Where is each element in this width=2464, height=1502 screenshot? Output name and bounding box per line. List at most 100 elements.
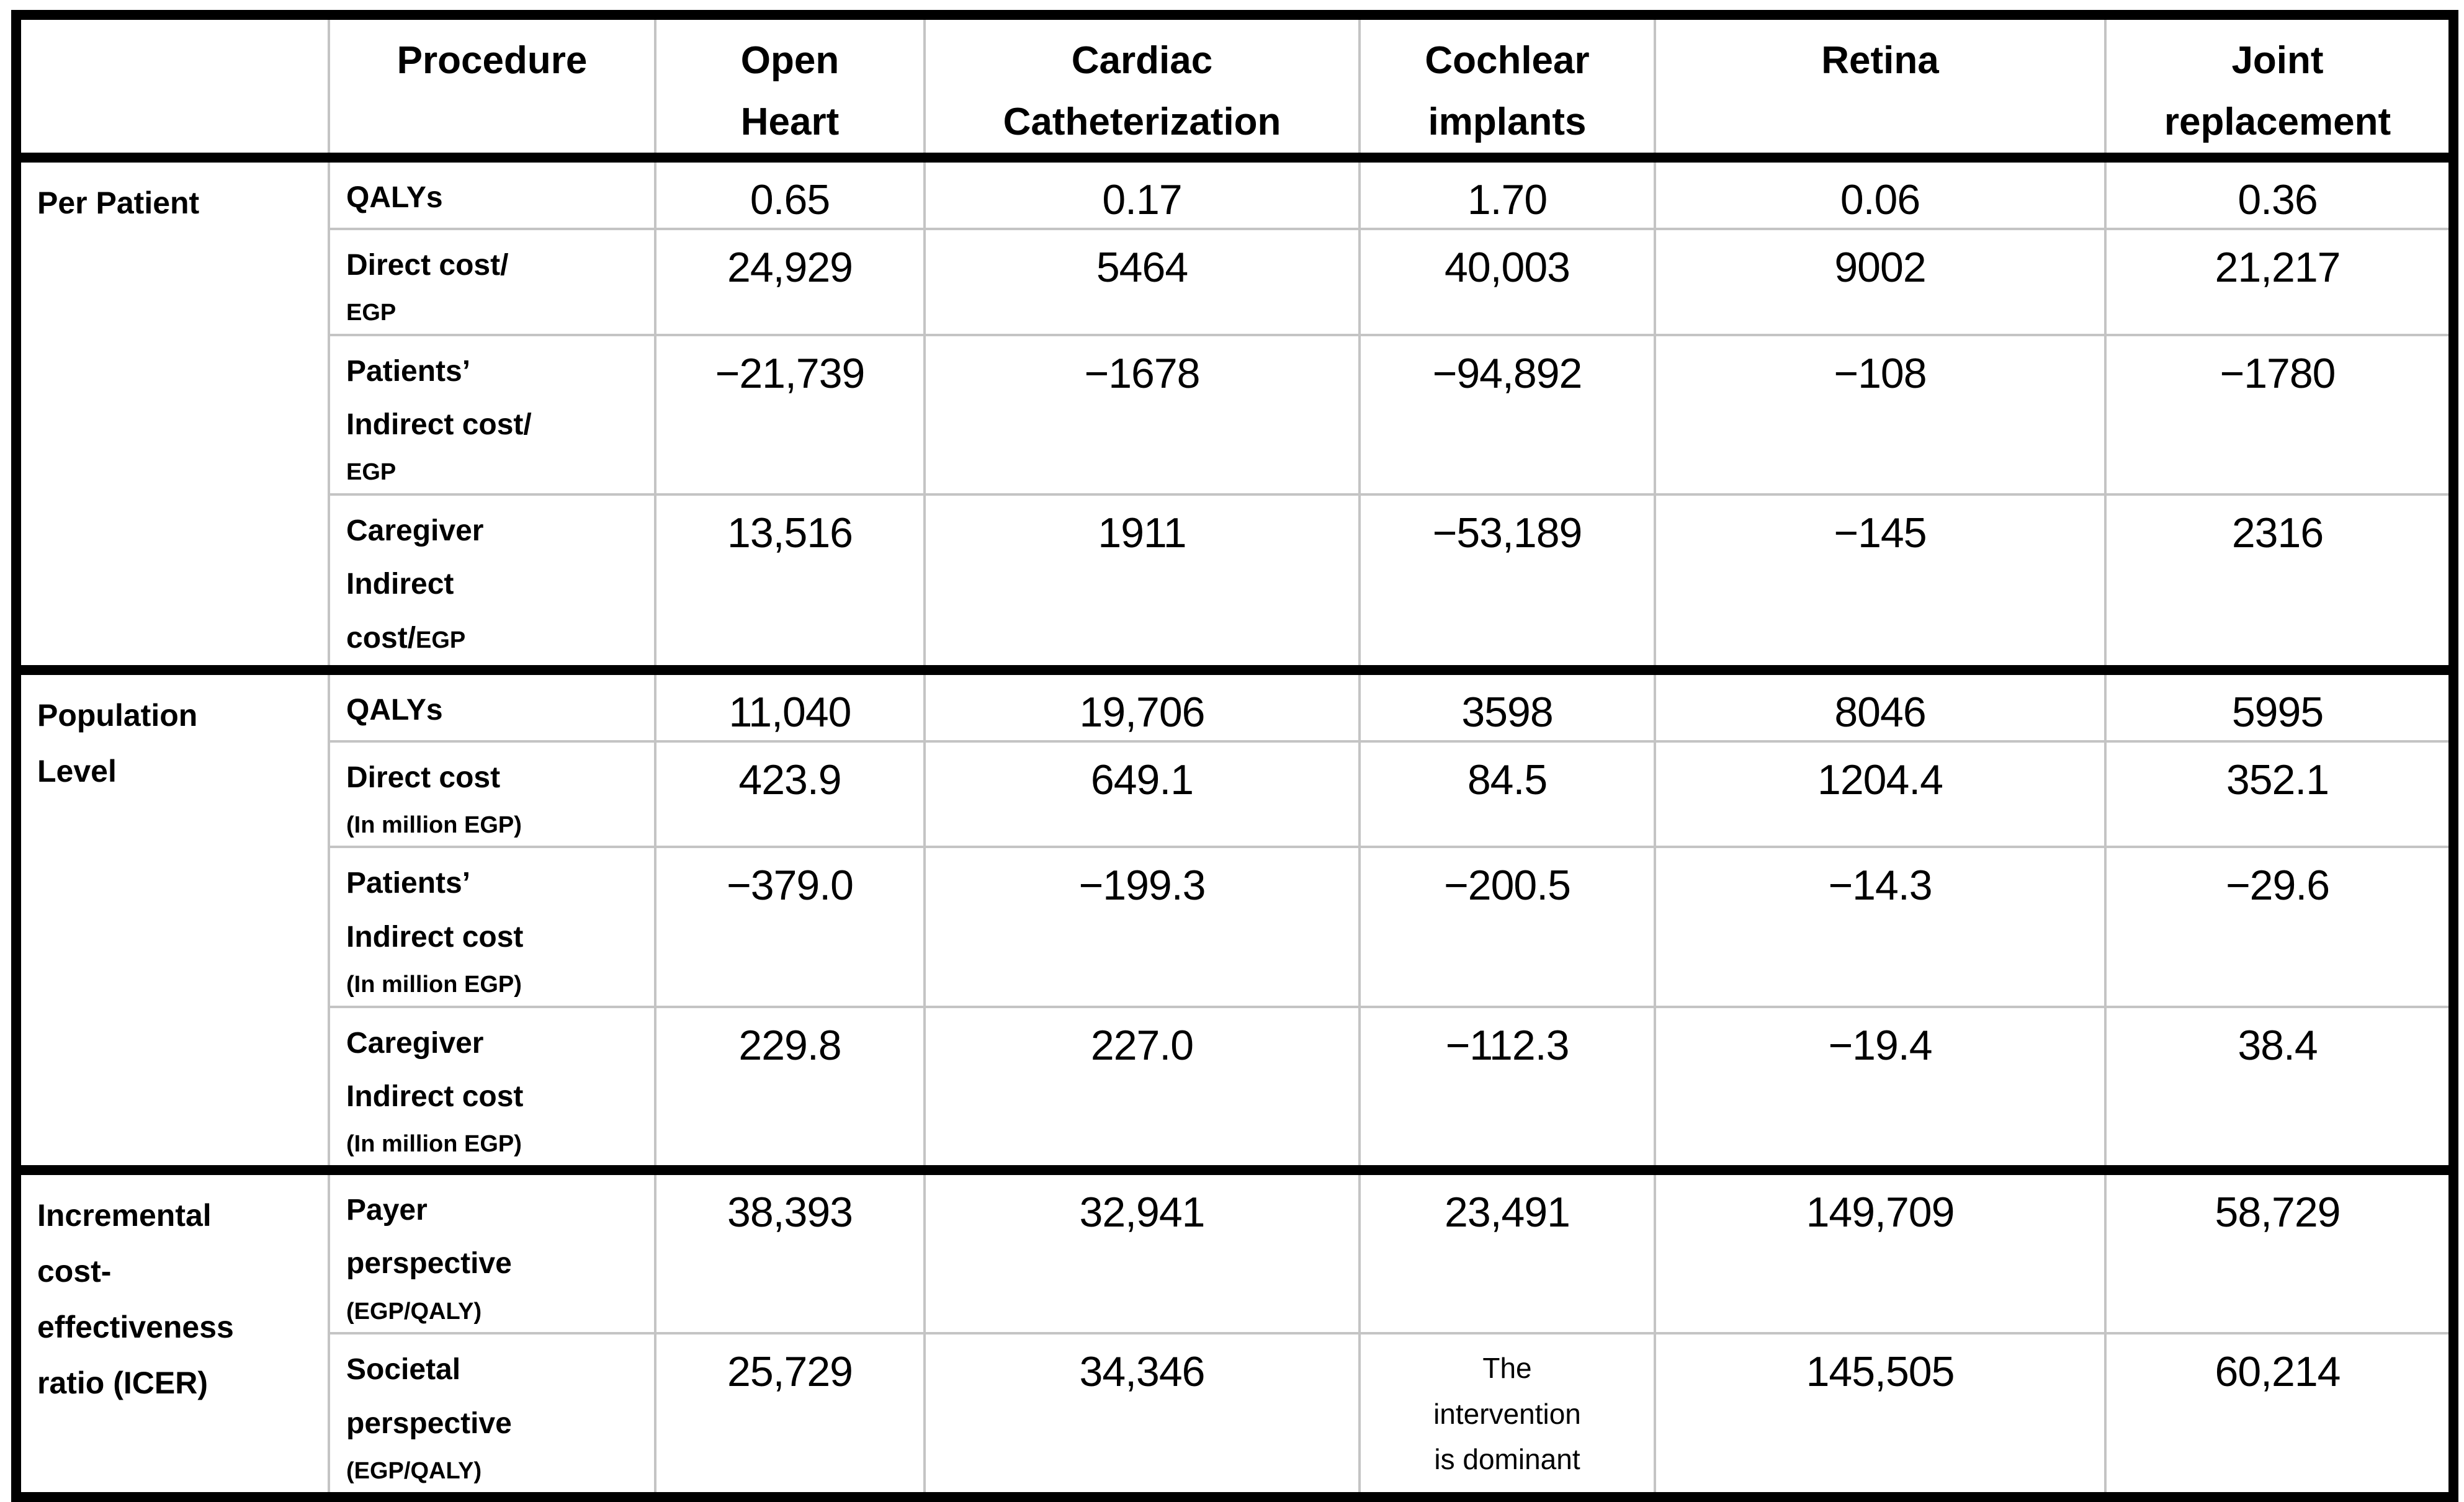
value-cell: 23,491 bbox=[1358, 1168, 1656, 1335]
column-header-label: Cochlear implants bbox=[1425, 39, 1590, 144]
table-row: Incremental cost- effectiveness ratio (I… bbox=[15, 1168, 2455, 1502]
value-cell: 227.0 bbox=[923, 1005, 1361, 1175]
value-cell: −21,739 bbox=[654, 333, 926, 496]
row-sublabel: (In million EGP) bbox=[346, 1131, 522, 1158]
value-cell: −108 bbox=[1654, 333, 2107, 496]
value-cell: 149,709 bbox=[1654, 1168, 2107, 1335]
value-cell: 38,393 bbox=[654, 1168, 926, 1335]
value-cell: −200.5 bbox=[1358, 846, 1656, 1008]
row-label: Direct cost bbox=[346, 761, 501, 794]
row-label: Direct cost/ bbox=[346, 248, 509, 282]
value-cell: 3598 bbox=[1358, 669, 1656, 743]
row-label-direct-cost: Direct cost (In million EGP) bbox=[328, 740, 656, 849]
row-label-payer-perspective: Payer perspective (EGP/QALY) bbox=[328, 1168, 656, 1335]
row-label: Patients’ Indirect cost bbox=[346, 867, 524, 954]
value-cell: −14.3 bbox=[1654, 846, 2107, 1008]
column-header-label: Joint replacement bbox=[2164, 39, 2391, 144]
value-cell: −29.6 bbox=[2104, 846, 2455, 1008]
row-label-caregiver-indirect-cost: Caregiver Indirect cost (In million EGP) bbox=[328, 1005, 656, 1175]
row-sublabel: (EGP/QALY) bbox=[346, 1458, 482, 1485]
row-sublabel: EGP bbox=[346, 300, 396, 326]
value-cell: 1911 bbox=[923, 493, 1361, 676]
value-cell: 58,729 bbox=[2104, 1168, 2455, 1335]
row-label: QALYs bbox=[346, 694, 443, 727]
column-header-label: Cardiac Catheterization bbox=[1003, 39, 1281, 144]
row-sublabel: (EGP/QALY) bbox=[346, 1298, 482, 1325]
value-cell: 25,729 bbox=[654, 1332, 926, 1498]
value-cell: 40,003 bbox=[1358, 227, 1656, 336]
value-cell: −53,189 bbox=[1358, 493, 1656, 676]
value-cell: 229.8 bbox=[654, 1005, 926, 1175]
column-header-label: Open Heart bbox=[740, 39, 840, 144]
column-header-blank bbox=[15, 13, 330, 163]
row-label-qalys: QALYs bbox=[328, 669, 656, 743]
value-cell: 5464 bbox=[923, 227, 1361, 336]
table-row: Caregiver Indirect cost (In million EGP)… bbox=[16, 1005, 2455, 1175]
table-row: Population Level QALYs 11,040 19,706 359… bbox=[15, 669, 2455, 1175]
column-header-procedure: Procedure bbox=[328, 13, 656, 163]
row-label-patients-indirect-cost: Patients’ Indirect cost (In million EGP) bbox=[328, 846, 656, 1008]
value-cell: 352.1 bbox=[2104, 740, 2455, 849]
value-cell: 34,346 bbox=[923, 1332, 1361, 1498]
value-cell: 1204.4 bbox=[1654, 740, 2107, 849]
table-row: Societal perspective (EGP/QALY) 25,729 3… bbox=[16, 1332, 2455, 1498]
column-header-retina: Retina bbox=[1654, 13, 2107, 163]
value-cell: 145,505 bbox=[1654, 1332, 2107, 1498]
column-header-cochlear-implants: Cochlear implants bbox=[1358, 13, 1656, 163]
table-row: Patients’ Indirect cost/ EGP −21,739 −16… bbox=[16, 333, 2455, 496]
header-row: Procedure Open Heart Cardiac Catheteriza… bbox=[15, 13, 2455, 163]
group-label-population-level: Population Level bbox=[15, 669, 330, 1175]
table-row: Direct cost (In million EGP) 423.9 649.1… bbox=[16, 740, 2455, 849]
value-cell-dominant-note: The intervention is dominant bbox=[1358, 1332, 1656, 1498]
row-sublabel: (In million EGP) bbox=[346, 972, 522, 998]
value-cell: 19,706 bbox=[923, 669, 1361, 743]
value-cell: 84.5 bbox=[1358, 740, 1656, 849]
column-header-label: Retina bbox=[1821, 39, 1939, 82]
document-page: Procedure Open Heart Cardiac Catheteriza… bbox=[11, 10, 2458, 1502]
row-label-qalys: QALYs bbox=[328, 156, 656, 230]
row-label: Payer perspective bbox=[346, 1193, 512, 1281]
row-label: Caregiver Indirect cost/ bbox=[346, 514, 484, 655]
table-row: Patients’ Indirect cost (In million EGP)… bbox=[16, 846, 2455, 1008]
group-label-icer: Incremental cost- effectiveness ratio (I… bbox=[15, 1168, 330, 1502]
value-cell: −379.0 bbox=[654, 846, 926, 1008]
value-cell: −112.3 bbox=[1358, 1005, 1656, 1175]
value-cell: 0.17 bbox=[923, 156, 1361, 230]
value-cell: 8046 bbox=[1654, 669, 2107, 743]
row-sublabel: EGP bbox=[416, 627, 466, 653]
row-label-direct-cost: Direct cost/ EGP bbox=[328, 227, 656, 336]
row-label-societal-perspective: Societal perspective (EGP/QALY) bbox=[328, 1332, 656, 1498]
row-label: Patients’ Indirect cost/ bbox=[346, 354, 532, 442]
value-cell: 11,040 bbox=[654, 669, 926, 743]
value-cell: 0.36 bbox=[2104, 156, 2455, 230]
value-cell: 5995 bbox=[2104, 669, 2455, 743]
value-cell: 2316 bbox=[2104, 493, 2455, 676]
row-label-caregiver-indirect-cost: Caregiver Indirect cost/EGP bbox=[328, 493, 656, 676]
row-label: Caregiver Indirect cost bbox=[346, 1026, 524, 1114]
row-label: Societal perspective bbox=[346, 1353, 512, 1440]
column-header-label: Procedure bbox=[396, 39, 588, 82]
value-cell: 423.9 bbox=[654, 740, 926, 849]
row-label: QALYs bbox=[346, 181, 443, 215]
value-cell: −1780 bbox=[2104, 333, 2455, 496]
table-row: Caregiver Indirect cost/EGP 13,516 1911 … bbox=[16, 493, 2455, 676]
column-header-joint-replacement: Joint replacement bbox=[2104, 13, 2455, 163]
table-row: Per Patient QALYs 0.65 0.17 1.70 0.06 0.… bbox=[15, 156, 2455, 676]
value-cell: 0.06 bbox=[1654, 156, 2107, 230]
value-cell: −1678 bbox=[923, 333, 1361, 496]
value-cell: −94,892 bbox=[1358, 333, 1656, 496]
value-cell: 38.4 bbox=[2104, 1005, 2455, 1175]
value-cell: 0.65 bbox=[654, 156, 926, 230]
row-sublabel: (In million EGP) bbox=[346, 811, 522, 838]
value-cell: 60,214 bbox=[2104, 1332, 2455, 1498]
value-cell: −145 bbox=[1654, 493, 2107, 676]
cost-effectiveness-table: Procedure Open Heart Cardiac Catheteriza… bbox=[11, 10, 2458, 1502]
value-cell: −199.3 bbox=[923, 846, 1361, 1008]
row-sublabel: EGP bbox=[346, 459, 396, 486]
column-header-cardiac-catheterization: Cardiac Catheterization bbox=[923, 13, 1361, 163]
column-header-open-heart: Open Heart bbox=[654, 13, 926, 163]
group-label-per-patient: Per Patient bbox=[15, 156, 330, 676]
row-label-patients-indirect-cost: Patients’ Indirect cost/ EGP bbox=[328, 333, 656, 496]
value-cell: 649.1 bbox=[923, 740, 1361, 849]
value-cell: 9002 bbox=[1654, 227, 2107, 336]
